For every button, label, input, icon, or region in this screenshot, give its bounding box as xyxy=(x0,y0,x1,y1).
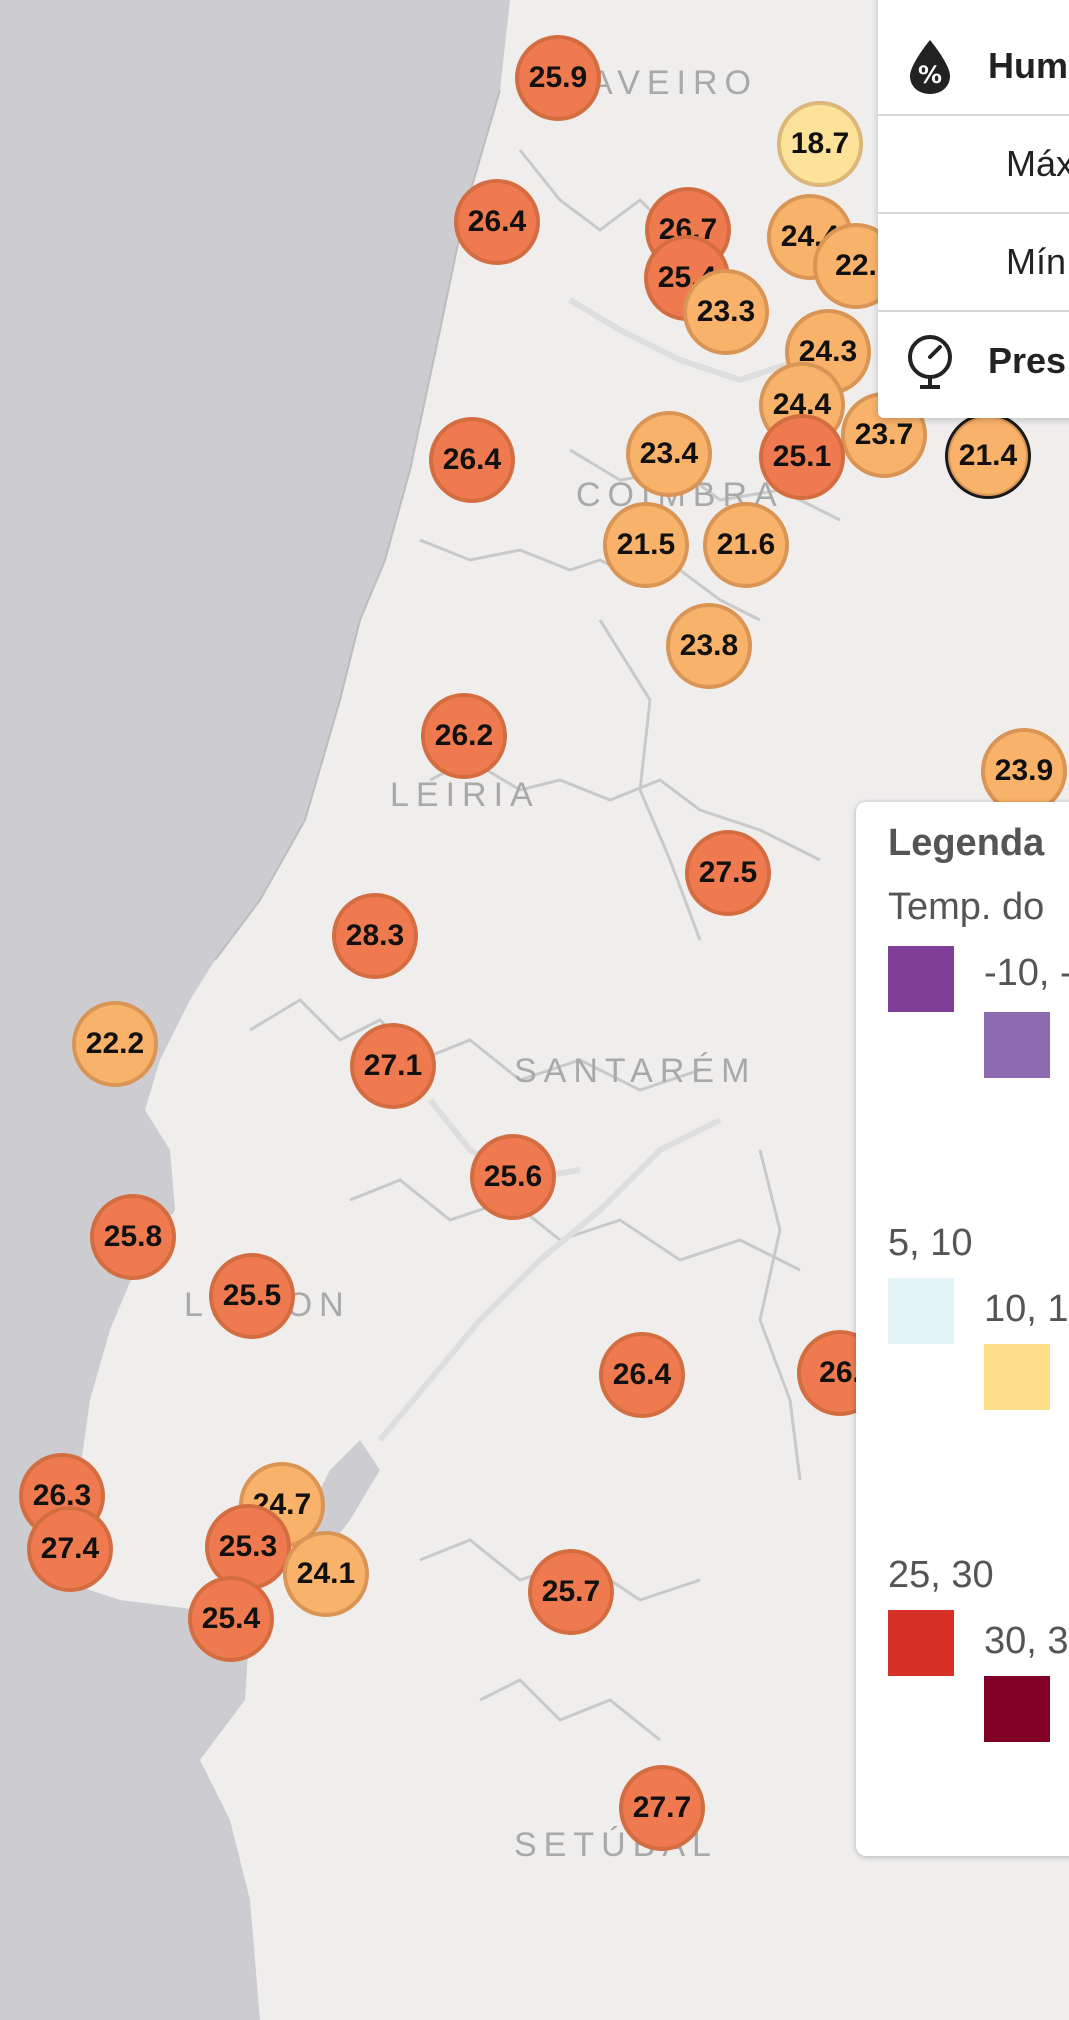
station-marker[interactable]: 27.5 xyxy=(685,830,771,916)
station-marker[interactable]: 25.1 xyxy=(759,414,845,500)
legend-label-1: -10, - xyxy=(984,952,1069,994)
min-row[interactable]: Mín xyxy=(878,214,1069,312)
station-marker[interactable]: 27.4 xyxy=(27,1506,113,1592)
pressure-label: Pres xyxy=(988,340,1067,381)
station-marker[interactable]: 21.5 xyxy=(603,502,689,588)
pressure-row[interactable]: Pres xyxy=(878,312,1069,410)
station-marker[interactable]: 25.7 xyxy=(528,1549,614,1635)
station-marker[interactable]: 26.4 xyxy=(599,1332,685,1418)
station-marker[interactable]: 25.9 xyxy=(515,35,601,121)
legend-label-6: 25, 30 xyxy=(888,1554,994,1596)
legend-swatch-2 xyxy=(984,1012,1050,1078)
station-marker[interactable]: 26.4 xyxy=(429,417,515,503)
legend-subtitle: Temp. do xyxy=(888,886,1045,928)
station-marker[interactable]: 22.2 xyxy=(72,1001,158,1087)
humidity-row[interactable]: % Hum xyxy=(878,18,1069,116)
region-label-aveiro: AVEIRO xyxy=(590,64,758,102)
station-marker[interactable]: 23.8 xyxy=(666,603,752,689)
legend-swatch-5 xyxy=(984,1344,1050,1410)
legend-swatch-6 xyxy=(888,1610,954,1676)
station-marker[interactable]: 21.6 xyxy=(703,502,789,588)
station-marker[interactable]: 18.7 xyxy=(777,101,863,187)
legend-label-4: 10, 1 xyxy=(984,1288,1069,1330)
station-marker[interactable]: 25.6 xyxy=(470,1134,556,1220)
legend-swatch-7 xyxy=(984,1676,1050,1742)
station-info-card: % Hum Máx Mín Pres xyxy=(878,0,1069,418)
station-marker[interactable]: 26.4 xyxy=(454,179,540,265)
legend-label-3: 5, 10 xyxy=(888,1222,973,1264)
station-marker[interactable]: 23.9 xyxy=(981,728,1067,814)
min-label: Mín xyxy=(1006,241,1067,282)
max-label: Máx xyxy=(1006,143,1069,184)
estuary xyxy=(300,1440,380,1560)
humidity-icon: % xyxy=(910,40,950,94)
sea-area xyxy=(0,0,510,2020)
region-label-leiria: LEIRIA xyxy=(390,776,540,814)
station-marker[interactable]: 23.4 xyxy=(626,411,712,497)
coast-line xyxy=(214,89,501,961)
legend-swatch-1 xyxy=(888,946,954,1012)
station-marker[interactable]: 25.8 xyxy=(90,1194,176,1280)
station-marker[interactable]: 27.1 xyxy=(350,1023,436,1109)
legend-title: Legenda xyxy=(888,822,1045,864)
station-marker[interactable]: 21.4 xyxy=(945,413,1031,499)
legend-label-7: 30, 3 xyxy=(984,1620,1069,1662)
legend-swatch-4 xyxy=(888,1278,954,1344)
max-row[interactable]: Máx xyxy=(878,116,1069,214)
region-label-santarem: SANTARÉM xyxy=(514,1052,757,1090)
station-marker[interactable]: 27.7 xyxy=(619,1765,705,1851)
station-marker[interactable]: 28.3 xyxy=(332,893,418,979)
station-marker[interactable]: 23.3 xyxy=(683,269,769,355)
humidity-label: Hum xyxy=(988,45,1068,86)
legend-panel: Legenda Temp. do -10, - 5, 10 10, 1 25, … xyxy=(856,802,1069,1856)
station-marker[interactable]: 26.2 xyxy=(421,693,507,779)
pressure-gauge-icon xyxy=(908,335,952,389)
station-marker[interactable]: 24.1 xyxy=(283,1531,369,1617)
station-marker[interactable]: 25.5 xyxy=(209,1253,295,1339)
station-marker[interactable]: 25.4 xyxy=(188,1576,274,1662)
svg-text:%: % xyxy=(918,61,942,89)
